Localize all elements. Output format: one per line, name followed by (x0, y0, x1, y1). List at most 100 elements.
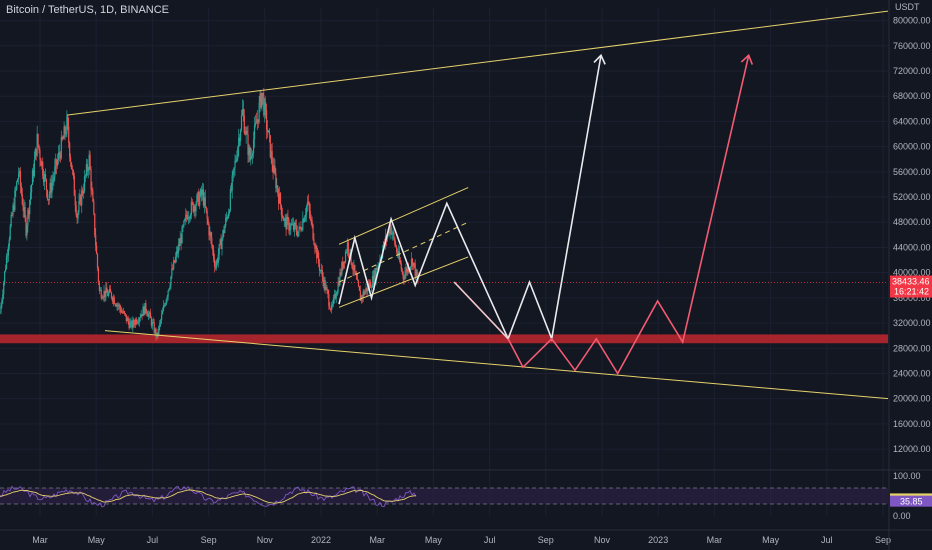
candle-body (369, 282, 371, 288)
x-tick-label: Jul (147, 535, 159, 545)
chart-title: Bitcoin / TetherUS, 1D, BINANCE (6, 4, 170, 16)
candle-body (87, 170, 89, 172)
candle-body (376, 268, 378, 270)
drawing-lines[interactable] (0, 10, 889, 400)
candle-body (82, 191, 85, 194)
candle-body (336, 291, 338, 296)
candle-body (161, 314, 163, 321)
candle-body (286, 216, 288, 230)
candle-body (11, 214, 13, 216)
candle-body (187, 217, 190, 220)
candle-body (341, 262, 343, 275)
x-tick-label: May (425, 535, 443, 545)
candle-body (174, 260, 176, 263)
candle-body (396, 252, 399, 256)
candle-body (41, 161, 43, 166)
candle-body (335, 295, 337, 299)
y-tick-label: 72000.00 (893, 66, 931, 76)
candle-body (352, 268, 354, 271)
candle-body (69, 142, 71, 158)
candle-body (240, 115, 243, 130)
x-tick-label: May (762, 535, 780, 545)
candle-body (59, 154, 61, 159)
candle-body (129, 322, 131, 329)
candle-body (268, 130, 270, 136)
candle-body (121, 311, 123, 313)
candle-body (241, 109, 244, 116)
candle-body (413, 262, 415, 264)
candle-body (315, 245, 317, 249)
candle-body (120, 308, 122, 313)
candle-body (258, 102, 260, 123)
support-zone (0, 334, 888, 344)
candle-body (107, 292, 109, 296)
candle-body (96, 245, 98, 254)
candle-body (266, 129, 269, 133)
candle-body (282, 217, 284, 221)
candle-body (58, 152, 61, 155)
candle-body (310, 218, 312, 221)
candle-body (367, 284, 369, 292)
candle-body (177, 244, 179, 254)
candle-body (39, 149, 41, 160)
candle-body (96, 253, 99, 268)
candle-body (230, 189, 232, 191)
candle-body (66, 116, 68, 134)
y-tick-label: 16000.00 (893, 419, 931, 429)
candle-body (250, 155, 252, 160)
candle-body (211, 237, 213, 246)
candle-body (321, 269, 323, 277)
candle-body (238, 137, 240, 148)
candle-body (277, 185, 279, 194)
candle-body (20, 186, 22, 194)
candle-body (252, 139, 255, 154)
candle-body (363, 291, 365, 295)
projection-path (338, 55, 602, 342)
candle-body (339, 272, 341, 286)
candle-body (189, 215, 192, 219)
candle-body (104, 290, 106, 297)
candle-body (243, 115, 245, 134)
candle-body (134, 323, 136, 325)
x-tick-label: Jul (484, 535, 496, 545)
candle-body (111, 297, 113, 302)
candle-body (108, 292, 110, 296)
candle-body (1, 300, 3, 306)
candle-body (252, 153, 254, 156)
candle-body (55, 159, 57, 167)
candle-body (248, 147, 250, 155)
candle-body (331, 305, 333, 311)
candle-body (43, 173, 46, 183)
candle-body (90, 169, 92, 190)
candle-body (186, 214, 188, 217)
candle-body (393, 232, 395, 238)
candle-body (69, 157, 72, 163)
candle-body (0, 305, 2, 314)
candle-body (24, 207, 26, 218)
candle-body (75, 205, 77, 216)
candle-body (383, 241, 385, 250)
candle-body (201, 189, 204, 195)
candle-body (10, 214, 12, 227)
candle-body (340, 272, 342, 275)
candle-body (401, 269, 403, 272)
candle-body (270, 151, 272, 158)
candle-body (197, 192, 199, 195)
candle-body (275, 173, 277, 189)
candle-body (122, 311, 125, 313)
rsi-pane[interactable] (0, 485, 888, 508)
price-candles[interactable] (0, 88, 419, 342)
candle-body (67, 116, 69, 127)
candle-body (313, 239, 315, 245)
candle-body (188, 217, 191, 219)
candle-body (307, 201, 309, 204)
candle-body (123, 311, 126, 314)
candle-body (12, 205, 14, 216)
candle-body (284, 218, 286, 220)
candle-body (294, 222, 296, 226)
candle-body (187, 216, 189, 220)
candle-body (342, 262, 344, 269)
x-tick-label: Nov (594, 535, 611, 545)
